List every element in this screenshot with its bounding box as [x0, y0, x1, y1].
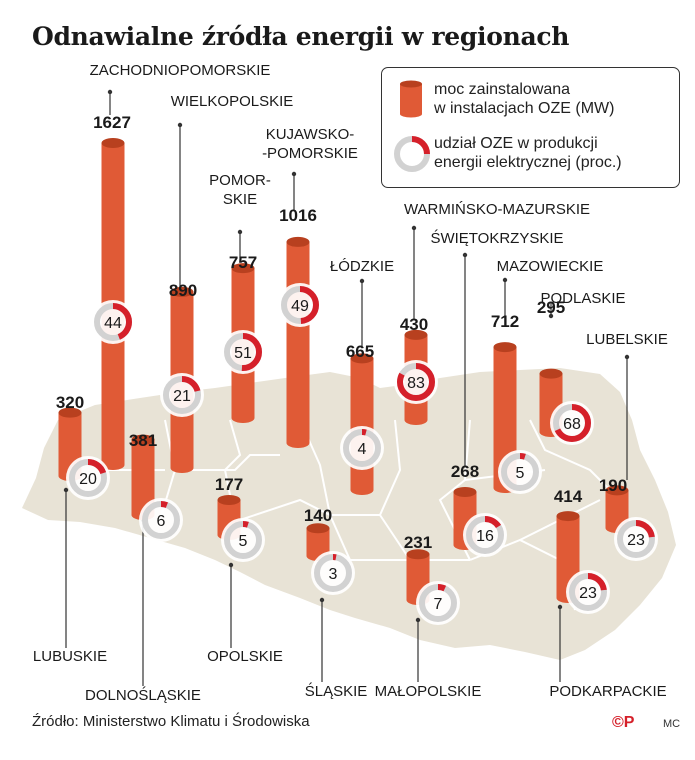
- value-label-warminsko-mazurskie: 430: [400, 315, 428, 334]
- value-label-opolskie: 177: [215, 475, 243, 494]
- value-label-slaskie: 140: [304, 506, 332, 525]
- rings-layer: [66, 283, 658, 625]
- value-label-kujawsko-pomorskie: 1016: [279, 206, 317, 225]
- pct-label-opolskie: 5: [239, 533, 248, 550]
- bar-kujawsko-pomorskie: [286, 236, 310, 448]
- leader-dot-kujawsko-pomorskie: [291, 171, 297, 177]
- region-label-lubuskie: LUBUSKIE: [33, 648, 107, 665]
- pct-label-kujawsko-pomorskie: 49: [291, 298, 309, 315]
- pct-label-pomorskie: 51: [234, 345, 252, 362]
- source-note: Źródło: Ministerstwo Klimatu i Środowisk…: [32, 713, 310, 730]
- legend: moc zainstalowana w instalacjach OZE (MW…: [381, 67, 680, 188]
- legend-bar-line2: w instalacjach OZE (MW): [434, 100, 615, 117]
- leader-dot-lubelskie: [624, 354, 630, 360]
- region-label-podkarpackie: PODKARPACKIE: [549, 683, 666, 700]
- ring-mazowieckie: [498, 450, 542, 494]
- ring-lodzkie: [340, 426, 384, 470]
- value-label-lubelskie: 190: [599, 476, 627, 495]
- author-initials: MC: [663, 718, 681, 730]
- region-label-podlaskie: PODLASKIE: [540, 290, 625, 307]
- region-label-warminsko-mazurskie: WARMIŃSKO-MAZURSKIE: [404, 201, 590, 218]
- ring-pomorskie: [221, 330, 265, 374]
- value-label-lubuskie: 320: [56, 393, 84, 412]
- leader-lines: [63, 89, 630, 686]
- region-label-swietokrzyskie: ŚWIĘTOKRZYSKIE: [430, 229, 563, 247]
- leader-dot-malopolskie: [415, 617, 421, 623]
- ring-malopolskie: [416, 581, 460, 625]
- leader-dot-zachodniopomorskie: [107, 89, 113, 95]
- region-label-kujawsko-pomorskie: KUJAWSKO--POMORSKIE: [262, 126, 358, 162]
- leader-dot-lodzkie: [359, 278, 365, 284]
- labels-layer: 1627 44 ZACHODNIOPOMORSKIE 890 21 WIELKOPOLSK…: [33, 62, 668, 704]
- region-label-lubelskie: LUBELSKIE: [586, 331, 668, 348]
- value-label-dolnoslaskie: 381: [129, 431, 157, 450]
- leader-dot-pomorskie: [237, 229, 243, 235]
- leader-dot-opolskie: [228, 562, 234, 568]
- pct-label-lubuskie: 20: [79, 471, 97, 488]
- leader-dot-wielkopolskie: [177, 122, 183, 128]
- pct-label-malopolskie: 7: [434, 596, 443, 613]
- legend-ring-icon: [394, 136, 430, 172]
- ring-podkarpackie: [566, 570, 610, 614]
- ring-kujawsko-pomorskie: [278, 283, 322, 327]
- legend-bar-line1: moc zainstalowana: [434, 81, 571, 98]
- region-label-malopolskie: MAŁOPOLSKIE: [375, 683, 482, 700]
- pct-label-lodzkie: 4: [358, 441, 367, 458]
- leader-dot-warminsko-mazurskie: [411, 225, 417, 231]
- pct-label-zachodniopomorskie: 44: [104, 315, 122, 332]
- pct-label-mazowieckie: 5: [516, 465, 525, 482]
- bar-lodzkie: [350, 353, 374, 495]
- region-label-slaskie: ŚLĄSKIE: [305, 682, 368, 700]
- region-label-wielkopolskie: WIELKOPOLSKIE: [171, 93, 294, 110]
- leader-dot-swietokrzyskie: [462, 252, 468, 258]
- ring-opolskie: [221, 518, 265, 562]
- ring-lubelskie: [614, 517, 658, 561]
- value-label-wielkopolskie: 890: [169, 281, 197, 300]
- legend-ring-line1: udział OZE w produkcji: [434, 135, 598, 152]
- leader-dot-podkarpackie: [557, 604, 563, 610]
- ring-podlaskie: [550, 401, 594, 445]
- ring-warminsko-mazurskie: [394, 360, 438, 404]
- pct-label-swietokrzyskie: 16: [476, 528, 494, 545]
- legend-ring-line2: energii elektrycznej (proc.): [434, 154, 622, 171]
- value-label-pomorskie: 757: [229, 253, 257, 272]
- ring-dolnoslaskie: [139, 498, 183, 542]
- pct-label-dolnoslaskie: 6: [157, 513, 166, 530]
- pct-label-podkarpackie: 23: [579, 585, 597, 602]
- pct-label-slaskie: 3: [329, 566, 338, 583]
- value-label-podkarpackie: 414: [554, 487, 583, 506]
- pct-label-lubelskie: 23: [627, 532, 645, 549]
- region-label-lodzkie: ŁÓDZKIE: [330, 258, 394, 275]
- pct-label-warminsko-mazurskie: 83: [407, 375, 425, 392]
- region-label-dolnoslaskie: DOLNOŚLĄSKIE: [85, 686, 201, 704]
- legend-ring-text: udział OZE w produkcji energii elektrycz…: [434, 134, 684, 172]
- brand-logo: ©P: [612, 714, 635, 731]
- region-label-mazowieckie: MAZOWIECKIE: [497, 258, 604, 275]
- value-label-zachodniopomorskie: 1627: [93, 113, 131, 132]
- leader-dot-mazowieckie: [502, 277, 508, 283]
- region-label-zachodniopomorskie: ZACHODNIOPOMORSKIE: [90, 62, 271, 79]
- legend-bar-icon: [400, 80, 422, 118]
- leader-dot-podlaskie: [548, 313, 554, 319]
- value-label-malopolskie: 231: [404, 533, 432, 552]
- leader-dot-lubuskie: [63, 487, 69, 493]
- ring-zachodniopomorskie: [91, 300, 135, 344]
- ring-wielkopolskie: [160, 373, 204, 417]
- region-label-pomorskie: POMOR-SKIE: [209, 172, 271, 208]
- ring-lubuskie: [66, 456, 110, 500]
- legend-bar-text: moc zainstalowana w instalacjach OZE (MW…: [434, 80, 684, 118]
- value-label-lodzkie: 665: [346, 342, 374, 361]
- region-label-opolskie: OPOLSKIE: [207, 648, 283, 665]
- pct-label-podlaskie: 68: [563, 416, 581, 433]
- value-label-podlaskie: 295: [537, 298, 565, 317]
- ring-slaskie: [311, 551, 355, 595]
- chart-title: Odnawialne źródła energii w regionach: [32, 22, 570, 51]
- ring-swietokrzyskie: [463, 513, 507, 557]
- value-label-swietokrzyskie: 268: [451, 462, 479, 481]
- leader-dot-slaskie: [319, 597, 325, 603]
- pct-label-wielkopolskie: 21: [173, 388, 191, 405]
- value-label-mazowieckie: 712: [491, 312, 519, 331]
